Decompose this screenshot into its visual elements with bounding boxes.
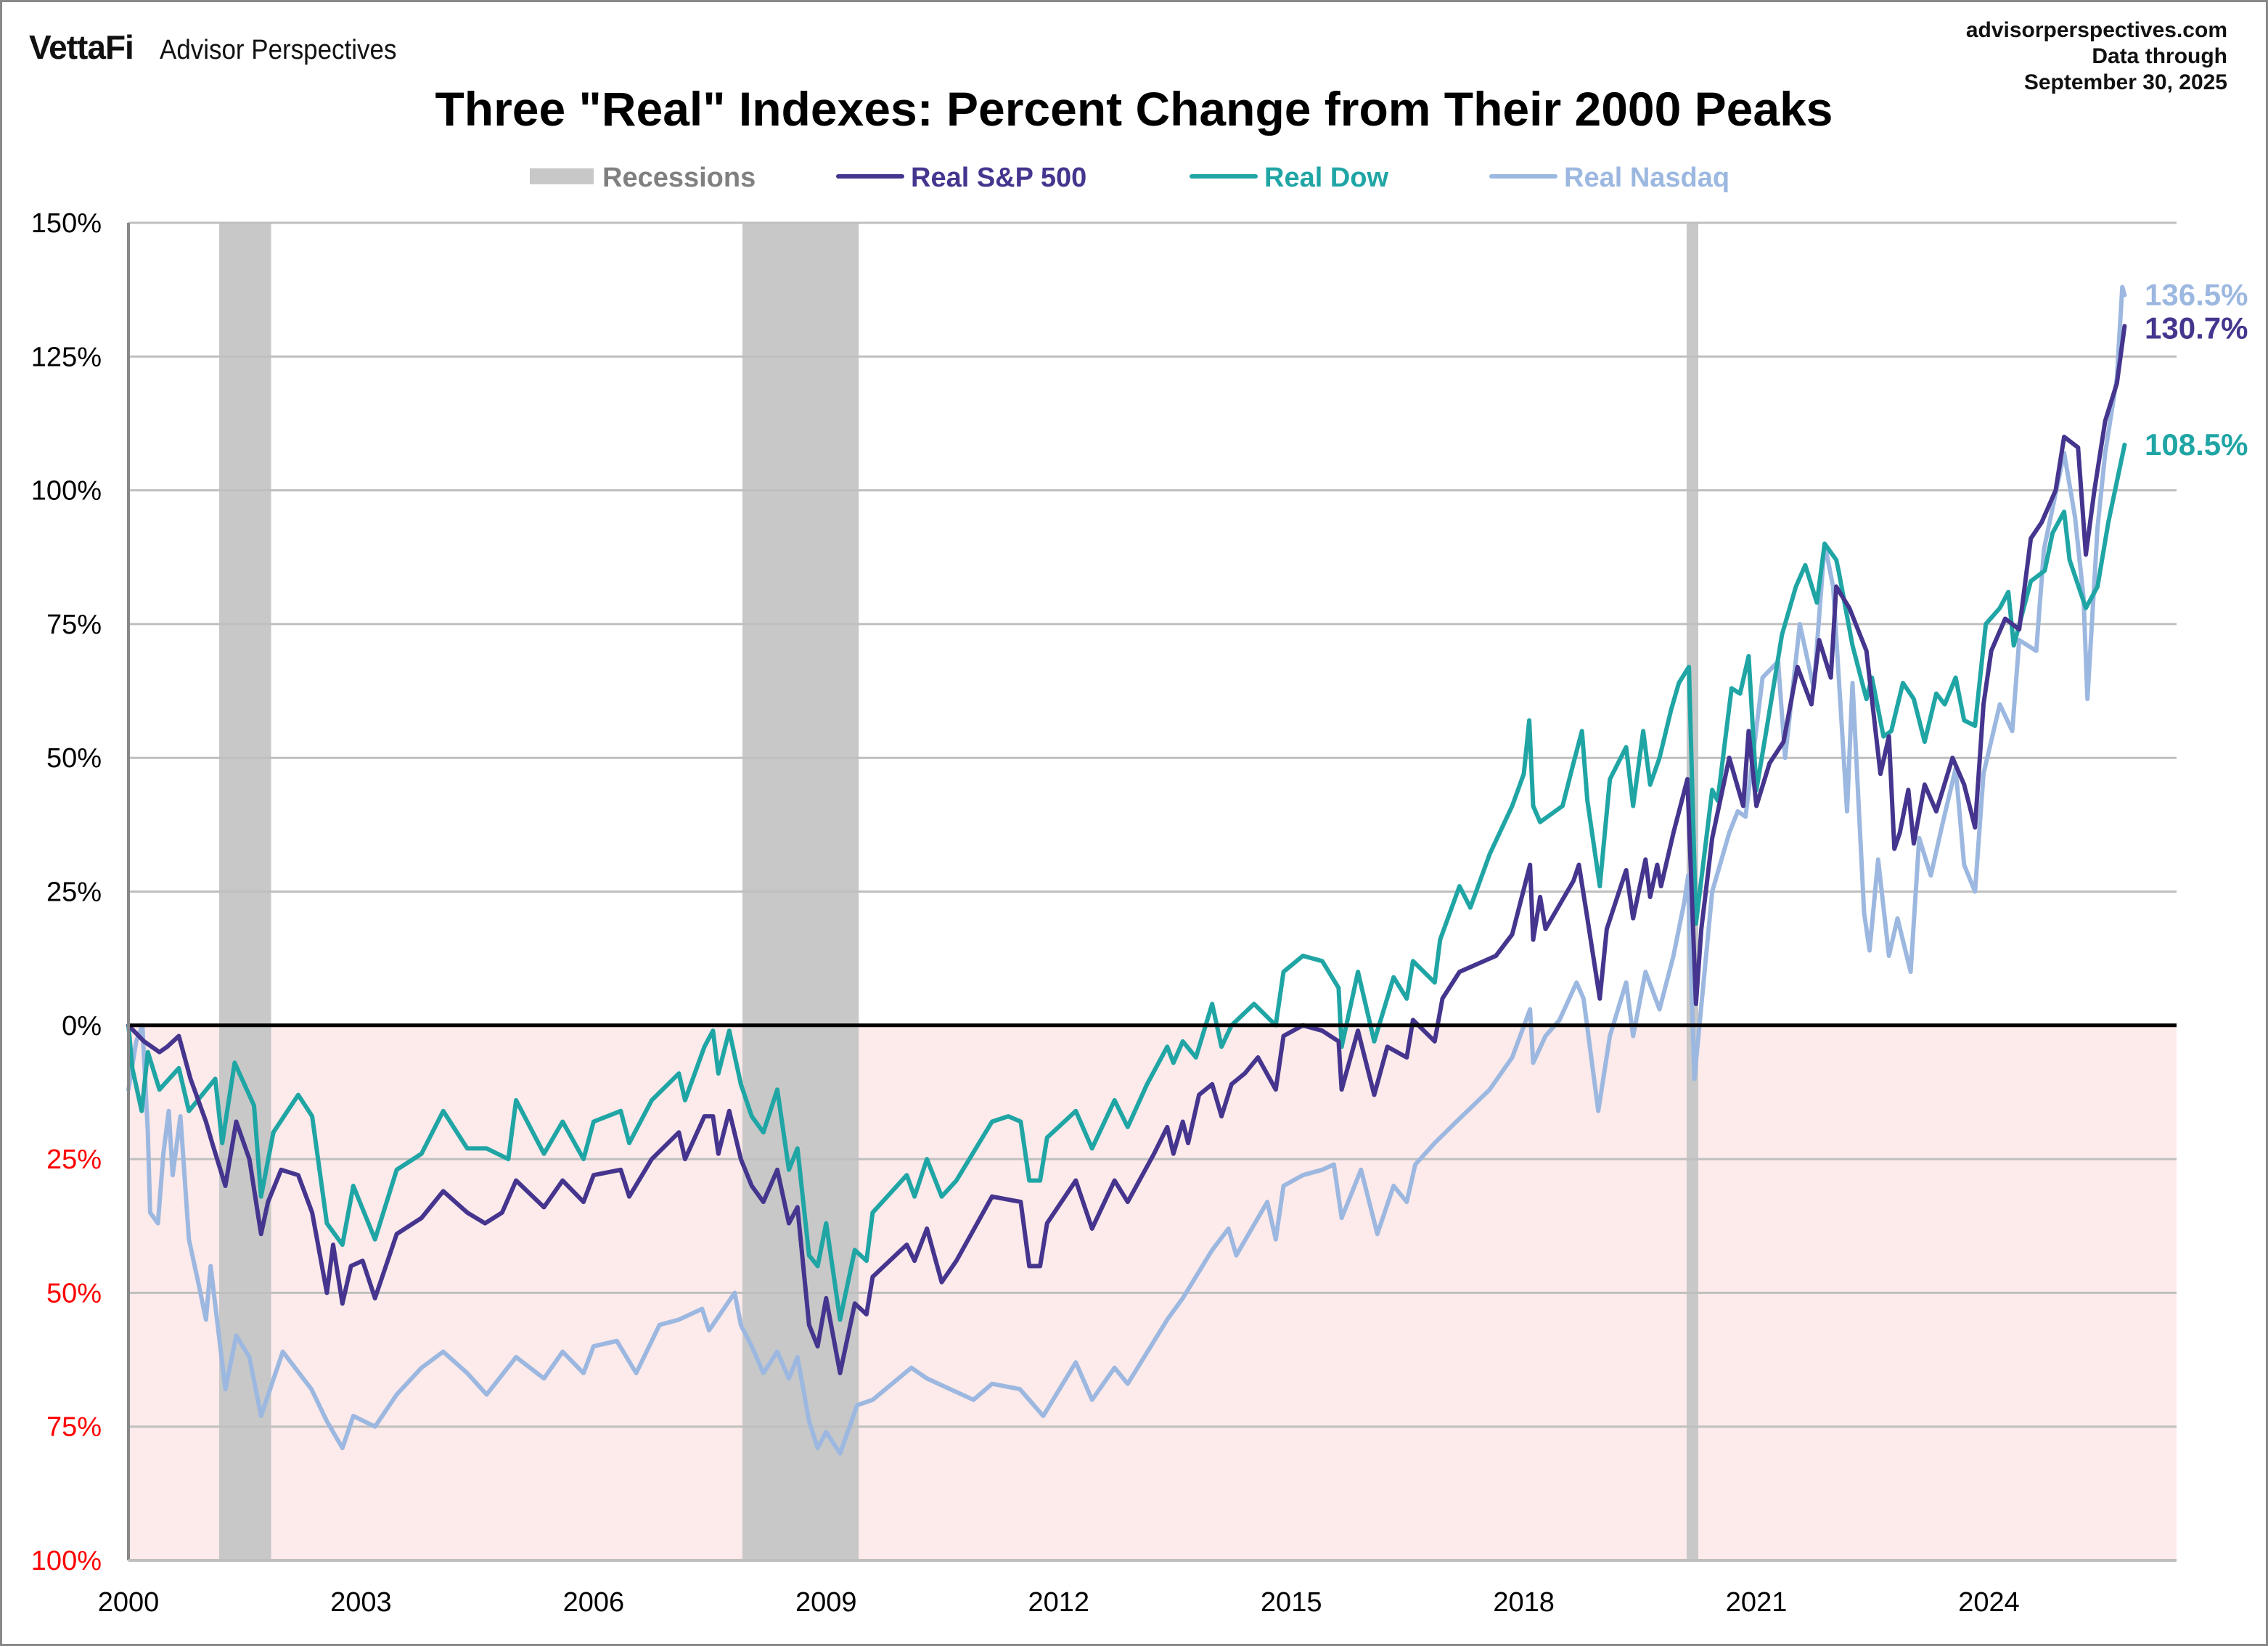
source-data-through: Data through (2092, 44, 2227, 68)
y-tick-label: 75% (46, 1412, 102, 1443)
y-tick-label: 100% (31, 1546, 102, 1576)
legend-swatch-recessions (530, 168, 594, 184)
source-site: advisorperspectives.com (1965, 18, 2227, 42)
y-tick-label: 50% (46, 1278, 102, 1309)
end-label-real-nasdaq: 136.5% (2145, 278, 2248, 312)
legend-label: Real Nasdaq (1564, 163, 1729, 193)
y-tick-label: 100% (31, 476, 102, 507)
source-date: September 30, 2025 (2023, 70, 2227, 94)
y-tick-label: 0% (62, 1011, 102, 1041)
y-tick-label: 25% (46, 877, 102, 908)
series-lines (126, 284, 2127, 1456)
y-tick-label: 150% (31, 208, 102, 239)
x-tick-label: 2000 (98, 1587, 160, 1618)
x-tick-label: 2015 (1261, 1587, 1322, 1618)
chart-title: Three "Real" Indexes: Percent Change fro… (435, 82, 1833, 136)
axes: 150% 125% 100% 75% 50% 25% 0% 25% 50% 75% 100% 2000… (31, 208, 2177, 1618)
brand-header: VettaFi Advisor Perspectives (29, 28, 417, 67)
x-tick-label: 2012 (1028, 1587, 1089, 1618)
legend: Recessions Real S&P 500 Real Dow Real Nasda… (530, 163, 1729, 193)
y-tick-label: 125% (31, 342, 102, 372)
x-tick-label: 2009 (795, 1587, 857, 1618)
y-tick-label: 25% (46, 1145, 102, 1175)
vettafi-logo: VettaFi (29, 28, 134, 66)
series-line-real-nasdaq (126, 284, 2127, 1456)
end-label-real-dow: 108.5% (2145, 427, 2248, 462)
x-tick-label: 2003 (330, 1587, 392, 1618)
x-tick-label: 2018 (1493, 1587, 1555, 1618)
legend-label: Recessions (602, 163, 756, 193)
y-tick-label: 50% (46, 743, 102, 774)
x-tick-label: 2021 (1726, 1587, 1788, 1618)
series-line-real-dow (126, 442, 2127, 1322)
legend-label: Real S&P 500 (911, 163, 1086, 193)
series-line-real-s-p-500 (126, 324, 2127, 1375)
y-tick-label: 75% (46, 610, 102, 640)
brand-name: Advisor Perspectives (159, 35, 397, 65)
legend-label: Real Dow (1264, 163, 1388, 193)
x-tick-label: 2024 (1958, 1587, 2020, 1618)
end-label-real-s-p-500: 130.7% (2145, 311, 2248, 345)
end-labels: 136.5%130.7% 108.5% (2145, 278, 2248, 462)
x-tick-label: 2006 (563, 1587, 625, 1618)
source-note: advisorperspectives.com Data through Sep… (1966, 17, 2227, 96)
